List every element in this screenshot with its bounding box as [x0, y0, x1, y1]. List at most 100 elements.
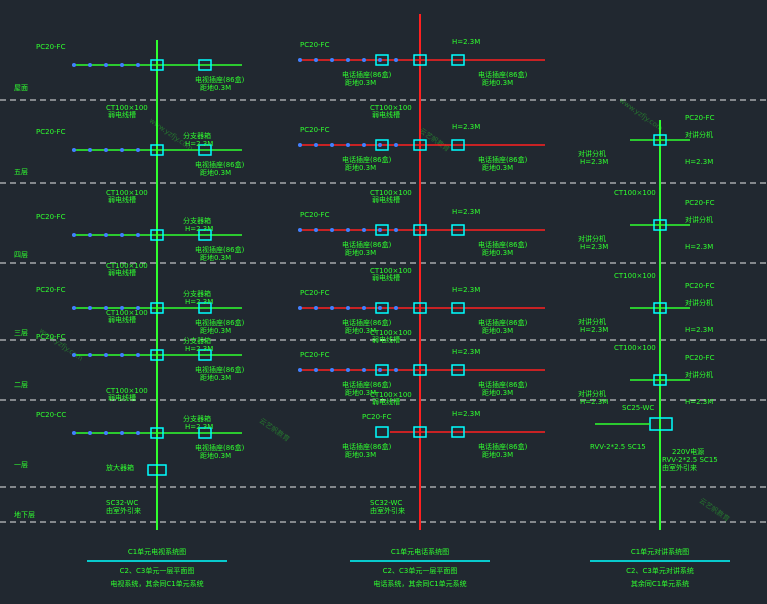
- label: 电话插座(86盒): [478, 318, 528, 327]
- outlet: [314, 306, 318, 310]
- junction-box: [413, 224, 427, 236]
- junction-box: [150, 59, 164, 71]
- outlet: [88, 431, 92, 435]
- outlet: [136, 148, 140, 152]
- label: H=2.3M: [452, 208, 480, 216]
- outlet: [104, 148, 108, 152]
- label: 距地0.3M: [200, 83, 231, 92]
- label: PC20-FC: [36, 213, 66, 221]
- label: H=2.3M: [685, 326, 713, 334]
- outlet: [120, 306, 124, 310]
- floor-label: 屋面: [14, 84, 28, 92]
- junction-box: [375, 364, 389, 376]
- label: H=2.3M: [580, 326, 608, 334]
- label: 对讲分机: [685, 215, 713, 224]
- label: SC25-WC: [622, 404, 654, 412]
- label: CT100×100: [370, 391, 412, 399]
- label: 分支器箱: [183, 336, 211, 345]
- label: H=2.3M: [185, 140, 213, 148]
- label: 对讲分机: [578, 234, 606, 243]
- label: H=2.3M: [452, 410, 480, 418]
- junction-box: [375, 54, 389, 66]
- label: CT100×100: [370, 267, 412, 275]
- outlet: [88, 353, 92, 357]
- junction-box: [653, 302, 667, 314]
- label: 对讲分机: [578, 389, 606, 398]
- label: 电视插座(86盒): [195, 443, 245, 452]
- outlet: [72, 306, 76, 310]
- label: 电视插座(86盒): [195, 160, 245, 169]
- column-title: C1单元电视系统图: [128, 547, 186, 556]
- floor-label: 四层: [14, 251, 28, 259]
- column-note: 其余同C1单元系统: [631, 579, 689, 588]
- junction-box: [375, 302, 389, 314]
- label: H=2.3M: [685, 398, 713, 406]
- label: 分支器箱: [183, 414, 211, 423]
- label: 分支器箱: [183, 131, 211, 140]
- label: H=2.3M: [452, 286, 480, 294]
- floor-label: 一层: [14, 461, 28, 469]
- label: PC20-FC: [300, 351, 330, 359]
- outlet: [330, 58, 334, 62]
- column-note: 电话系统，其余同C1单元系统: [373, 579, 466, 588]
- floor-label: 地下层: [14, 510, 35, 519]
- label: CT100×100: [106, 309, 148, 317]
- junction-box: [198, 349, 212, 361]
- label: 距地0.3M: [200, 373, 231, 382]
- junction-box: [198, 302, 212, 314]
- label: 距地0.3M: [345, 388, 376, 397]
- outlet: [120, 63, 124, 67]
- label: PC20-FC: [685, 354, 715, 362]
- junction-box: [150, 229, 164, 241]
- outlet: [88, 148, 92, 152]
- outlet: [362, 368, 366, 372]
- label: 对讲分机: [578, 317, 606, 326]
- label: 电话插座(86盒): [342, 380, 392, 389]
- label: 对讲分机: [685, 130, 713, 139]
- label: 分支器箱: [183, 289, 211, 298]
- label: H=2.3M: [185, 298, 213, 306]
- label: H=2.3M: [185, 423, 213, 431]
- label: 弱电线槽: [108, 315, 136, 324]
- outlet: [72, 233, 76, 237]
- label: PC20-FC: [300, 211, 330, 219]
- floor-label: 二层: [14, 381, 28, 389]
- junction-box: [198, 427, 212, 439]
- label: PC20-FC: [300, 41, 330, 49]
- junction-box: [198, 59, 212, 71]
- label: 距地0.3M: [200, 326, 231, 335]
- outlet: [298, 306, 302, 310]
- label: 电话插座(86盒): [342, 155, 392, 164]
- outlet: [378, 368, 382, 372]
- label: CT100×100: [614, 189, 656, 197]
- outlet: [298, 228, 302, 232]
- label: 弱电线槽: [372, 195, 400, 204]
- outlet: [298, 368, 302, 372]
- label: PC20-FC: [685, 282, 715, 290]
- label: PC20-FC: [36, 128, 66, 136]
- junction-box: [451, 426, 465, 438]
- outlet: [104, 63, 108, 67]
- outlet: [394, 58, 398, 62]
- junction-box: [198, 144, 212, 156]
- outlet: [314, 143, 318, 147]
- label: 距地0.3M: [345, 78, 376, 87]
- label: CT100×100: [370, 104, 412, 112]
- outlet: [362, 143, 366, 147]
- column-title: C1单元对讲系统图: [631, 547, 689, 556]
- label: 放大器箱: [106, 463, 134, 472]
- outlet: [346, 228, 350, 232]
- label: 对讲分机: [578, 149, 606, 158]
- outlet: [72, 431, 76, 435]
- label: H=2.3M: [580, 243, 608, 251]
- label: 对讲分机: [685, 370, 713, 379]
- junction-box: [451, 302, 465, 314]
- outlet: [136, 63, 140, 67]
- label: 由室外引来: [106, 506, 141, 515]
- junction-box: [375, 224, 389, 236]
- junction-box: [413, 426, 427, 438]
- label: 电视插座(86盒): [195, 245, 245, 254]
- label: PC20-CC: [36, 411, 66, 419]
- outlet: [104, 431, 108, 435]
